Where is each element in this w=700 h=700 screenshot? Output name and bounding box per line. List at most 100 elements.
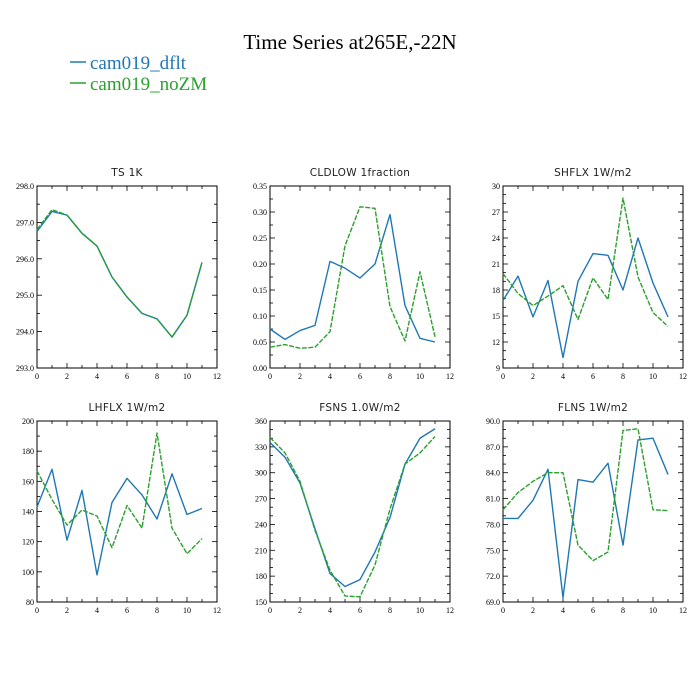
y-tick-label-ts: 294.0	[16, 328, 34, 337]
legend-entry-dflt: cam019_dflt	[70, 53, 187, 74]
y-tick-label-lhflx: 100	[22, 568, 34, 577]
x-tick-label-cldlow: 4	[328, 372, 332, 381]
x-tick-label-cldlow: 8	[388, 372, 392, 381]
plot-frame-flns	[502, 420, 684, 603]
y-tick-label-lhflx: 140	[22, 508, 34, 517]
x-tick-label-ts: 4	[95, 372, 99, 381]
series-line-nozm-cldlow	[269, 206, 436, 349]
y-tick-label-shflx: 27	[492, 208, 500, 217]
x-tick-label-fsns: 2	[298, 606, 302, 615]
y-tick-label-flns: 87.0	[486, 443, 500, 452]
legend-entry-nozm: cam019_noZM	[70, 74, 207, 95]
y-tick-label-lhflx: 120	[22, 538, 34, 547]
y-tick-label-cldlow: 0.30	[253, 208, 267, 217]
series-line-nozm-flns	[502, 428, 669, 562]
x-tick-label-flns: 8	[621, 606, 625, 615]
x-tick-label-fsns: 4	[328, 606, 332, 615]
series-line-dflt-flns	[503, 437, 669, 599]
y-tick-label-lhflx: 200	[22, 417, 34, 426]
y-tick-label-ts: 298.0	[16, 182, 34, 191]
series-line-dflt-ts	[36, 210, 203, 338]
y-tick-label-lhflx: 80	[26, 598, 34, 607]
series-line-dflt-fsns	[269, 428, 436, 588]
x-tick-label-lhflx: 4	[95, 606, 99, 615]
y-tick-label-fsns: 150	[255, 598, 267, 607]
x-tick-label-cldlow: 12	[446, 372, 454, 381]
legend-label-nozm: cam019_noZM	[90, 74, 207, 95]
y-tick-label-fsns: 240	[255, 520, 267, 529]
x-tick-label-lhflx: 10	[183, 606, 191, 615]
series-line-nozm-shflx	[502, 197, 669, 327]
y-tick-label-ts: 295.0	[16, 291, 34, 300]
x-tick-label-ts: 6	[125, 372, 129, 381]
series-line-nozm-lhflx	[36, 432, 203, 555]
panel-title-ts: TS 1K	[110, 167, 143, 179]
series-line-dflt-lhflx	[36, 468, 203, 576]
chart-panels: TS 1K0 2 4 6 8 10 12293.0294.0295.0296.0297.02…	[16, 167, 687, 615]
y-tick-label-shflx: 24	[492, 234, 500, 243]
x-tick-label-shflx: 8	[621, 372, 625, 381]
panel-title-cldlow: CLDLOW 1fraction	[310, 167, 411, 179]
x-tick-label-lhflx: 2	[65, 606, 69, 615]
plot-frame-lhflx	[36, 420, 218, 603]
y-tick-label-shflx: 15	[492, 312, 500, 321]
y-tick-label-shflx: 12	[492, 338, 500, 347]
x-tick-label-flns: 2	[531, 606, 535, 615]
y-tick-label-flns: 90.0	[486, 417, 500, 426]
y-tick-label-fsns: 180	[255, 572, 267, 581]
figure-title: Time Series at265E,-22N	[243, 30, 456, 54]
x-tick-label-flns: 0	[501, 606, 505, 615]
plot-frame-shflx	[502, 185, 684, 369]
y-tick-label-flns: 69.0	[486, 598, 500, 607]
x-tick-label-fsns: 8	[388, 606, 392, 615]
x-tick-label-cldlow: 6	[358, 372, 362, 381]
panel-flns: FLNS 1W/m2 0 2 4 6 8 10 12 69.0 72.0 75.0 78.0 81.0 8…	[486, 402, 687, 615]
y-tick-label-ts: 297.0	[16, 218, 34, 227]
x-tick-label-cldlow: 10	[416, 372, 424, 381]
plot-frame-cldlow	[269, 185, 451, 369]
y-tick-label-fsns: 210	[255, 546, 267, 555]
y-tick-label-flns: 84.0	[486, 469, 500, 478]
panel-fsns: FSNS 1.0W/m2 0 2 4 6 8 10 12 150 180 210 240 270 300 3…	[255, 402, 454, 615]
y-tick-label-flns: 78.0	[486, 520, 500, 529]
y-tick-label-cldlow: 0.20	[253, 260, 267, 269]
y-tick-label-fsns: 360	[255, 417, 267, 426]
x-tick-label-shflx: 12	[679, 372, 687, 381]
x-tick-label-lhflx: 6	[125, 606, 129, 615]
y-tick-label-cldlow: 0.25	[253, 234, 267, 243]
series-line-dflt-shflx	[502, 237, 669, 359]
y-tick-label-shflx: 21	[492, 260, 500, 269]
x-tick-label-fsns: 6	[358, 606, 362, 615]
plot-frame-fsns	[269, 420, 451, 603]
y-tick-label-shflx: 9	[496, 364, 500, 373]
panel-lhflx: LHFLX 1W/m2 0 2 4 6 8 10 12 80 100 120 140 160 180 200	[22, 402, 221, 615]
x-tick-label-shflx: 2	[531, 372, 535, 381]
y-tick-label-lhflx: 160	[22, 477, 34, 486]
x-tick-label-shflx: 0	[501, 372, 505, 381]
x-tick-label-cldlow: 2	[298, 372, 302, 381]
series-line-dflt-cldlow	[269, 213, 436, 343]
y-tick-label-fsns: 300	[255, 469, 267, 478]
x-tick-label-ts: 0	[35, 372, 39, 381]
x-tick-label-lhflx: 0	[35, 606, 39, 615]
x-tick-label-ts: 8	[155, 372, 159, 381]
y-tick-label-fsns: 270	[255, 495, 267, 504]
y-tick-label-cldlow: 0.10	[253, 312, 267, 321]
x-tick-label-flns: 4	[561, 606, 565, 615]
y-tick-label-shflx: 30	[492, 182, 500, 191]
x-tick-label-shflx: 10	[649, 372, 657, 381]
panel-ts: TS 1K 0 2 4 6 8 10 12 293.0 294.0 295.0 296.0 297.0 2…	[16, 167, 221, 381]
y-tick-label-fsns: 330	[255, 443, 267, 452]
panel-title-fsns: FSNS 1.0W/m2	[319, 402, 401, 414]
y-tick-label-ts: 293.0	[16, 364, 34, 373]
y-tick-label-cldlow: 0.15	[253, 286, 267, 295]
legend: cam019_dflt cam019_noZM	[70, 53, 207, 95]
y-tick-label-flns: 75.0	[486, 546, 500, 555]
panel-title-shflx: SHFLX 1W/m2	[554, 167, 632, 179]
x-tick-label-shflx: 4	[561, 372, 565, 381]
x-tick-label-lhflx: 12	[213, 606, 221, 615]
x-tick-label-flns: 10	[649, 606, 657, 615]
x-tick-label-fsns: 12	[446, 606, 454, 615]
